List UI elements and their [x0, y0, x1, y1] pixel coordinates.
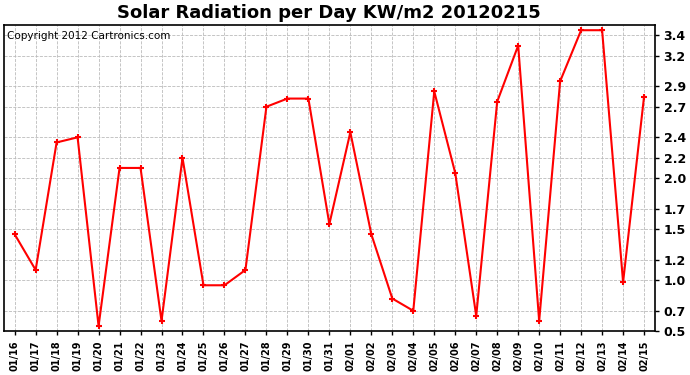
Text: Copyright 2012 Cartronics.com: Copyright 2012 Cartronics.com — [8, 31, 171, 41]
Title: Solar Radiation per Day KW/m2 20120215: Solar Radiation per Day KW/m2 20120215 — [117, 4, 541, 22]
